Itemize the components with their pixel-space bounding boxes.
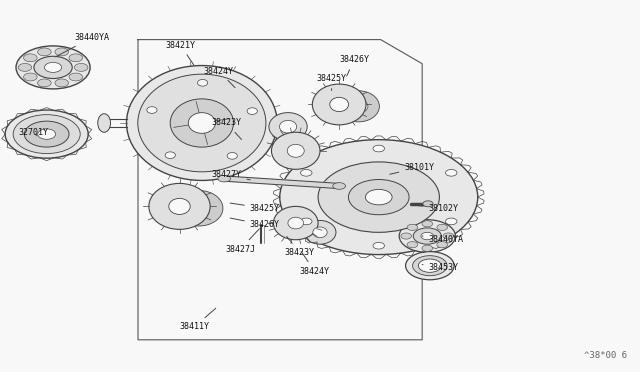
- Ellipse shape: [348, 180, 409, 215]
- Ellipse shape: [69, 73, 83, 81]
- Ellipse shape: [280, 140, 477, 254]
- Text: 38440YA: 38440YA: [56, 33, 109, 57]
- Text: 38424Y: 38424Y: [300, 251, 330, 276]
- Ellipse shape: [373, 243, 385, 249]
- Ellipse shape: [421, 232, 434, 240]
- Text: ^38*00 6: ^38*00 6: [584, 351, 627, 360]
- Ellipse shape: [271, 132, 320, 169]
- Text: 38426Y: 38426Y: [339, 55, 369, 76]
- Ellipse shape: [422, 245, 433, 251]
- Ellipse shape: [98, 114, 111, 132]
- Ellipse shape: [127, 65, 277, 180]
- Ellipse shape: [288, 217, 303, 229]
- Ellipse shape: [365, 189, 392, 205]
- Ellipse shape: [247, 108, 257, 115]
- Ellipse shape: [218, 175, 230, 182]
- Ellipse shape: [198, 80, 208, 86]
- Ellipse shape: [44, 62, 61, 73]
- Ellipse shape: [55, 48, 68, 56]
- Ellipse shape: [407, 241, 418, 248]
- Ellipse shape: [318, 162, 440, 232]
- Ellipse shape: [349, 100, 368, 113]
- Ellipse shape: [69, 54, 83, 62]
- Ellipse shape: [330, 97, 349, 112]
- Ellipse shape: [188, 200, 209, 217]
- Ellipse shape: [38, 129, 56, 139]
- Text: 38427J: 38427J: [225, 229, 259, 253]
- Ellipse shape: [74, 64, 88, 71]
- Text: 38421Y: 38421Y: [166, 41, 195, 65]
- Ellipse shape: [269, 113, 307, 141]
- Text: 38424Y: 38424Y: [204, 67, 235, 88]
- Ellipse shape: [304, 221, 336, 244]
- Ellipse shape: [24, 73, 37, 81]
- Text: 38440YA: 38440YA: [422, 235, 463, 244]
- Ellipse shape: [273, 206, 318, 240]
- Ellipse shape: [169, 198, 190, 214]
- Ellipse shape: [188, 113, 216, 133]
- Ellipse shape: [301, 218, 312, 225]
- Ellipse shape: [373, 145, 385, 152]
- Ellipse shape: [280, 121, 297, 133]
- Text: 38426Y: 38426Y: [230, 218, 280, 230]
- Text: 32701Y: 32701Y: [19, 128, 49, 137]
- Ellipse shape: [312, 84, 366, 125]
- Ellipse shape: [55, 79, 68, 87]
- Ellipse shape: [333, 183, 346, 189]
- Ellipse shape: [170, 99, 234, 147]
- Ellipse shape: [437, 224, 447, 231]
- Ellipse shape: [24, 121, 69, 147]
- Ellipse shape: [422, 221, 433, 227]
- Ellipse shape: [38, 48, 51, 56]
- Ellipse shape: [165, 152, 175, 158]
- Ellipse shape: [147, 107, 157, 113]
- Ellipse shape: [24, 54, 37, 62]
- Polygon shape: [224, 176, 340, 189]
- Ellipse shape: [174, 190, 223, 226]
- Ellipse shape: [227, 153, 237, 159]
- Ellipse shape: [301, 170, 312, 176]
- Ellipse shape: [419, 259, 442, 272]
- Ellipse shape: [445, 218, 457, 225]
- Ellipse shape: [407, 224, 418, 231]
- Text: 38423Y: 38423Y: [285, 236, 315, 257]
- Ellipse shape: [413, 256, 447, 276]
- Ellipse shape: [34, 56, 72, 78]
- Ellipse shape: [138, 74, 266, 172]
- Ellipse shape: [445, 170, 457, 176]
- Text: 38102Y: 38102Y: [417, 204, 459, 213]
- Ellipse shape: [437, 241, 447, 248]
- Ellipse shape: [18, 64, 32, 71]
- Text: 38423Y: 38423Y: [211, 119, 241, 140]
- Text: 38453Y: 38453Y: [422, 263, 459, 272]
- Text: 38411Y: 38411Y: [179, 308, 216, 331]
- Text: 38425Y: 38425Y: [230, 203, 280, 213]
- Ellipse shape: [313, 227, 327, 238]
- Ellipse shape: [16, 46, 90, 89]
- Ellipse shape: [149, 183, 210, 230]
- Ellipse shape: [401, 233, 412, 239]
- Ellipse shape: [399, 220, 456, 252]
- Ellipse shape: [406, 251, 454, 280]
- Ellipse shape: [5, 110, 88, 158]
- Ellipse shape: [13, 115, 80, 154]
- Ellipse shape: [337, 91, 380, 122]
- Ellipse shape: [443, 233, 454, 239]
- Ellipse shape: [413, 228, 442, 244]
- Text: 38425Y: 38425Y: [317, 74, 347, 90]
- Text: 38427Y: 38427Y: [211, 170, 250, 180]
- Ellipse shape: [38, 79, 51, 87]
- Ellipse shape: [423, 201, 433, 207]
- Text: 38101Y: 38101Y: [390, 163, 435, 174]
- Ellipse shape: [287, 144, 304, 157]
